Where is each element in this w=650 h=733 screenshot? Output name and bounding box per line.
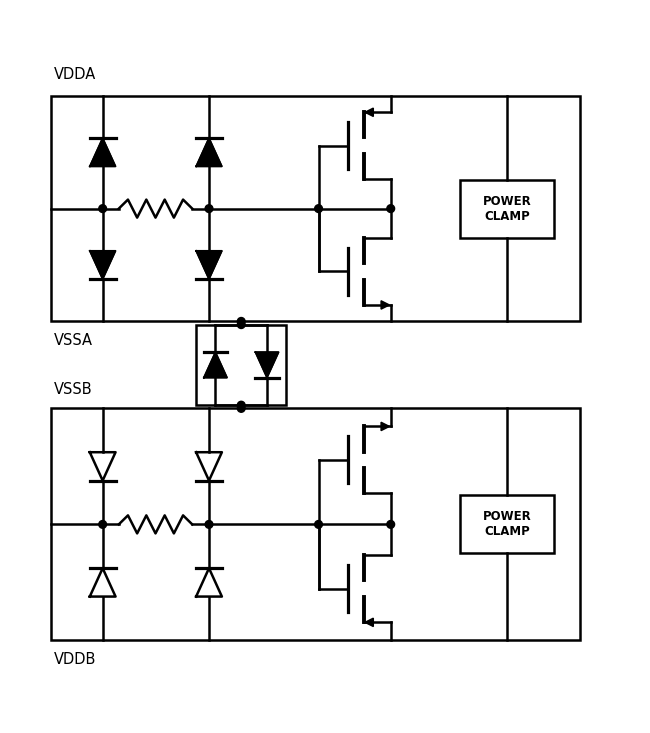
Bar	[460, 496, 554, 553]
Text: VDDB: VDDB	[55, 652, 97, 667]
Polygon shape	[204, 352, 227, 377]
Bar	[51, 408, 580, 641]
Text: VDDA: VDDA	[55, 67, 97, 81]
Circle shape	[387, 520, 395, 528]
Circle shape	[237, 401, 245, 409]
Text: VSSB: VSSB	[55, 382, 93, 397]
Text: POWER
CLAMP: POWER CLAMP	[483, 194, 532, 223]
Polygon shape	[365, 618, 373, 627]
Bar	[51, 96, 580, 321]
Circle shape	[237, 317, 245, 325]
Circle shape	[99, 520, 107, 528]
Circle shape	[237, 321, 245, 328]
Circle shape	[315, 205, 322, 213]
Text: VSSA: VSSA	[55, 333, 94, 348]
Polygon shape	[381, 301, 389, 309]
Polygon shape	[90, 251, 116, 279]
Bar	[196, 325, 287, 405]
Polygon shape	[381, 422, 389, 430]
Text: POWER
CLAMP: POWER CLAMP	[483, 510, 532, 539]
Polygon shape	[365, 108, 373, 117]
Bar	[460, 180, 554, 237]
Polygon shape	[196, 138, 222, 166]
Polygon shape	[196, 251, 222, 279]
Circle shape	[99, 205, 107, 213]
Polygon shape	[90, 138, 116, 166]
Circle shape	[387, 205, 395, 213]
Circle shape	[205, 205, 213, 213]
Circle shape	[205, 520, 213, 528]
Circle shape	[237, 405, 245, 412]
Polygon shape	[255, 352, 279, 377]
Circle shape	[315, 520, 322, 528]
